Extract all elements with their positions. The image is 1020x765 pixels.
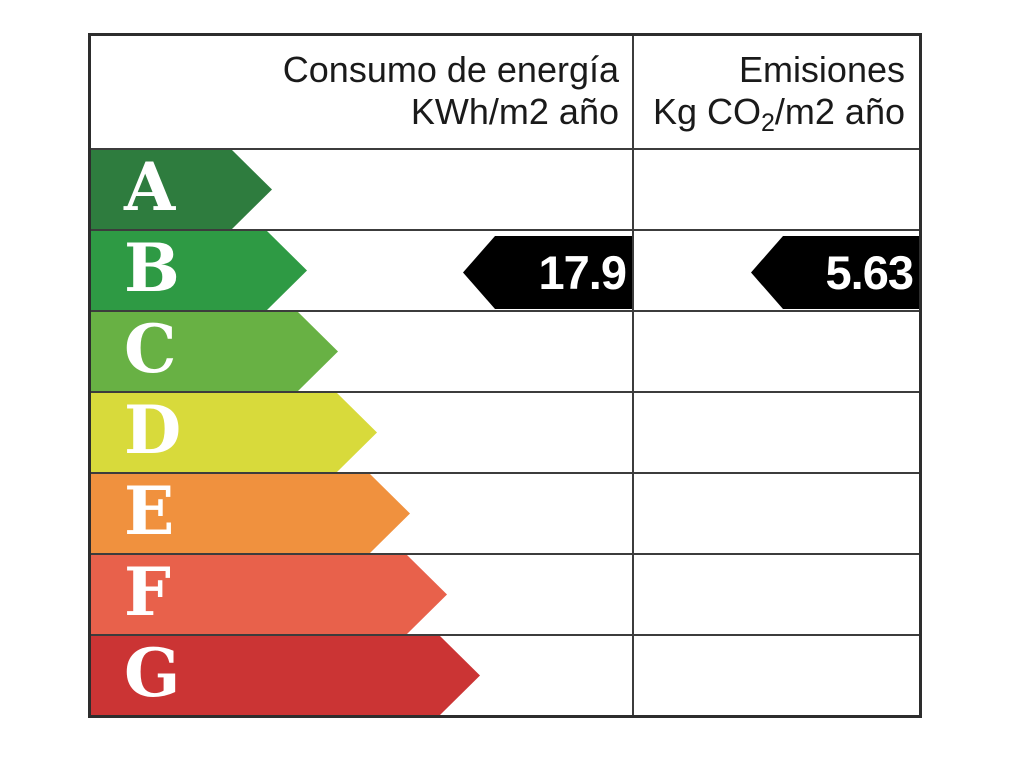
rating-letter-g: G <box>124 634 181 712</box>
energy-rating-table: Consumo de energía KWh/m2 año Emisiones … <box>88 33 922 718</box>
emissions-value-arrow: 5.63 <box>751 236 919 309</box>
rating-letter-c: C <box>124 310 177 388</box>
consumption-column-header: Consumo de energía KWh/m2 año <box>91 36 634 148</box>
rating-letter-d: D <box>124 391 182 469</box>
rating-row-c: C <box>91 312 919 393</box>
emissions-header-line2: Kg CO2/m2 año <box>652 91 905 137</box>
column-divider <box>632 36 634 715</box>
rating-row-d: D <box>91 393 919 474</box>
emissions-header-line1: Emisiones <box>738 49 905 90</box>
consumption-header-line2: KWh/m2 año <box>410 91 619 132</box>
rating-rows: A B 17.9 5.63 C D E <box>91 150 919 715</box>
rating-arrow-a: A <box>91 150 272 229</box>
rating-row-g: G <box>91 636 919 715</box>
rating-letter-b: B <box>124 229 180 307</box>
consumption-value-arrow: 17.9 <box>463 236 632 309</box>
rating-row-a: A <box>91 150 919 231</box>
table-header: Consumo de energía KWh/m2 año Emisiones … <box>91 36 919 150</box>
rating-arrow-e: E <box>91 474 410 553</box>
rating-arrow-b: B <box>91 231 307 310</box>
emissions-value: 5.63 <box>825 246 914 299</box>
rating-row-b: B 17.9 5.63 <box>91 231 919 312</box>
rating-letter-e: E <box>124 472 175 550</box>
rating-arrow-f: F <box>91 555 447 634</box>
rating-row-e: E <box>91 474 919 555</box>
rating-arrow-g: G <box>91 636 480 715</box>
consumption-header-line1: Consumo de energía <box>282 49 619 90</box>
rating-row-f: F <box>91 555 919 636</box>
rating-letter-a: A <box>124 148 176 226</box>
rating-letter-f: F <box>124 553 171 631</box>
rating-arrow-c: C <box>91 312 338 391</box>
emissions-column-header: Emisiones Kg CO2/m2 año <box>634 36 919 148</box>
rating-arrow-d: D <box>91 393 377 472</box>
consumption-value: 17.9 <box>538 246 627 299</box>
